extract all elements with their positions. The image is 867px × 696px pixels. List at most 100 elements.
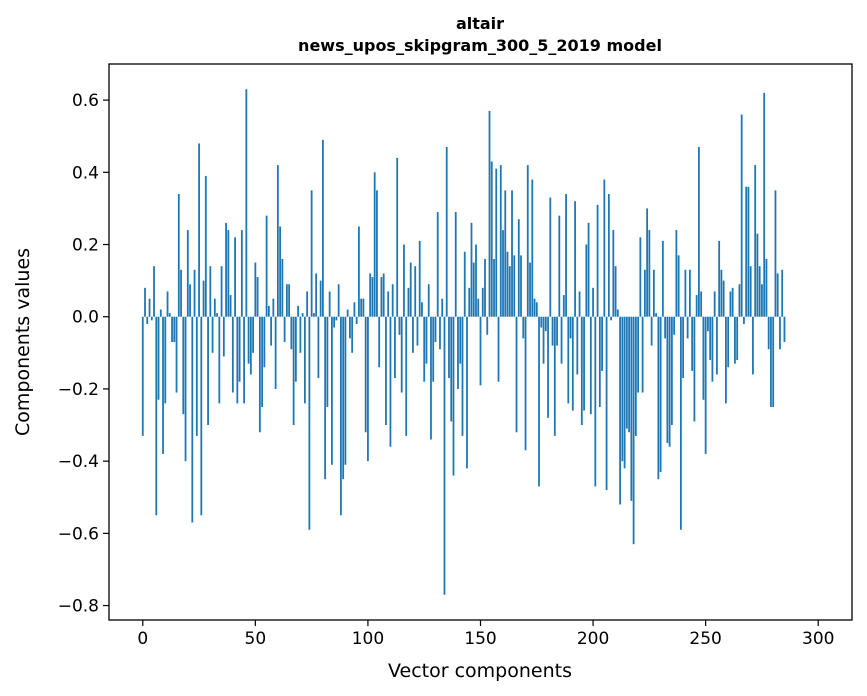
bar (758, 266, 761, 317)
bar (303, 316, 306, 404)
bar (722, 280, 725, 317)
bar (695, 295, 698, 317)
bar (670, 316, 673, 426)
bar (774, 190, 777, 317)
bar (684, 269, 687, 317)
bar (141, 316, 144, 436)
bar (772, 316, 775, 407)
bar (486, 316, 489, 335)
bar (702, 316, 705, 400)
bar (209, 266, 212, 317)
bar (454, 212, 457, 317)
bar (335, 316, 338, 321)
bar (328, 291, 331, 317)
bar (373, 172, 376, 317)
bar (423, 316, 426, 382)
bar (508, 266, 511, 317)
bar (385, 316, 387, 426)
bar (425, 316, 428, 364)
bar (227, 230, 230, 317)
bar (468, 287, 471, 317)
bar (526, 165, 529, 317)
bar (587, 222, 590, 317)
bar (177, 193, 180, 317)
bar (276, 165, 279, 317)
bar (245, 89, 248, 317)
bar (783, 316, 786, 342)
bar (434, 316, 437, 342)
bar (382, 273, 385, 317)
bar (754, 165, 757, 317)
bar (358, 226, 360, 317)
bar (571, 316, 574, 411)
bar (709, 316, 712, 361)
bar (189, 284, 191, 317)
bar (432, 316, 435, 382)
bar (315, 273, 318, 317)
bar (146, 316, 149, 324)
bar (236, 316, 239, 404)
bar (157, 316, 160, 400)
bar (448, 316, 450, 379)
bar (261, 316, 264, 407)
bar (297, 305, 300, 317)
bar (731, 287, 734, 317)
bar (682, 316, 685, 379)
x-tick-label: 0 (137, 629, 148, 649)
bar (490, 161, 493, 317)
bar (180, 269, 182, 317)
bar (362, 298, 365, 317)
bar (765, 258, 768, 317)
bar (711, 316, 714, 382)
bar (367, 316, 369, 462)
bar (470, 222, 473, 317)
y-axis-label: Components values (12, 248, 34, 436)
bar (648, 230, 651, 317)
bar (200, 316, 203, 516)
bar (504, 190, 507, 317)
bar (202, 280, 205, 317)
y-tick-label: −0.8 (58, 597, 99, 617)
bar (630, 316, 633, 501)
bar (436, 212, 439, 317)
bar (445, 147, 448, 317)
bar (389, 316, 392, 447)
bar-series (141, 89, 786, 595)
bar (337, 284, 340, 317)
bar (661, 240, 664, 317)
bar (556, 316, 558, 346)
bar (761, 284, 763, 317)
bar (560, 316, 563, 364)
bar (175, 316, 178, 393)
bar (691, 316, 694, 371)
bar (231, 316, 234, 393)
bar (553, 316, 556, 436)
bar (488, 110, 491, 317)
bar (481, 287, 484, 317)
bar (472, 262, 475, 317)
bar (306, 291, 309, 317)
chart-title-line-1: altair (456, 14, 504, 33)
bar (623, 316, 626, 469)
bar (184, 316, 187, 462)
bar (529, 262, 531, 317)
bar (396, 157, 399, 317)
bar (616, 309, 619, 317)
bar (700, 291, 703, 317)
bar (499, 165, 502, 317)
bar (263, 316, 266, 368)
bar (240, 230, 243, 317)
bar (621, 316, 624, 462)
bar (634, 316, 637, 436)
bar (716, 316, 718, 375)
bar (333, 316, 336, 328)
bar (288, 284, 291, 317)
bar (549, 197, 552, 317)
bar (707, 316, 709, 332)
bar (421, 302, 423, 317)
bar (258, 316, 261, 433)
bar (301, 313, 304, 317)
bar (274, 316, 277, 389)
bar (763, 92, 766, 317)
